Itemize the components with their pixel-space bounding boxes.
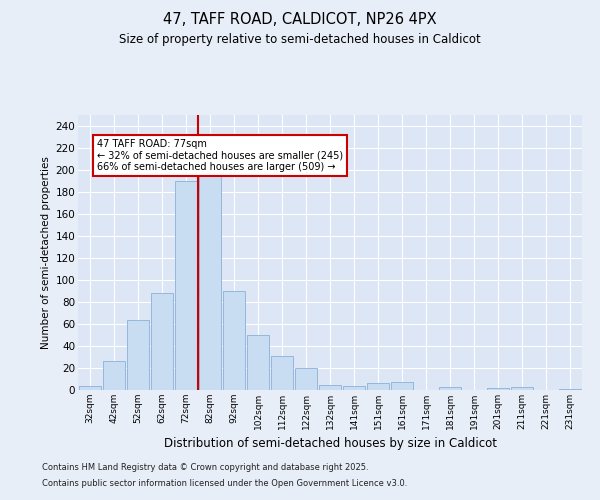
- X-axis label: Distribution of semi-detached houses by size in Caldicot: Distribution of semi-detached houses by …: [163, 438, 497, 450]
- Text: Contains public sector information licensed under the Open Government Licence v3: Contains public sector information licen…: [42, 479, 407, 488]
- Bar: [223, 291, 245, 390]
- Bar: [343, 386, 365, 390]
- Bar: [199, 176, 221, 390]
- Y-axis label: Number of semi-detached properties: Number of semi-detached properties: [41, 156, 52, 349]
- Bar: [175, 181, 197, 390]
- Bar: [559, 389, 581, 390]
- Bar: [511, 386, 533, 390]
- Text: Contains HM Land Registry data © Crown copyright and database right 2025.: Contains HM Land Registry data © Crown c…: [42, 462, 368, 471]
- Bar: [439, 386, 461, 390]
- Text: 47 TAFF ROAD: 77sqm
← 32% of semi-detached houses are smaller (245)
66% of semi-: 47 TAFF ROAD: 77sqm ← 32% of semi-detach…: [97, 139, 343, 172]
- Bar: [127, 320, 149, 390]
- Text: 47, TAFF ROAD, CALDICOT, NP26 4PX: 47, TAFF ROAD, CALDICOT, NP26 4PX: [163, 12, 437, 28]
- Bar: [295, 368, 317, 390]
- Bar: [367, 384, 389, 390]
- Bar: [487, 388, 509, 390]
- Bar: [151, 293, 173, 390]
- Bar: [247, 335, 269, 390]
- Bar: [271, 356, 293, 390]
- Bar: [319, 384, 341, 390]
- Bar: [79, 386, 101, 390]
- Bar: [103, 362, 125, 390]
- Bar: [391, 382, 413, 390]
- Text: Size of property relative to semi-detached houses in Caldicot: Size of property relative to semi-detach…: [119, 32, 481, 46]
